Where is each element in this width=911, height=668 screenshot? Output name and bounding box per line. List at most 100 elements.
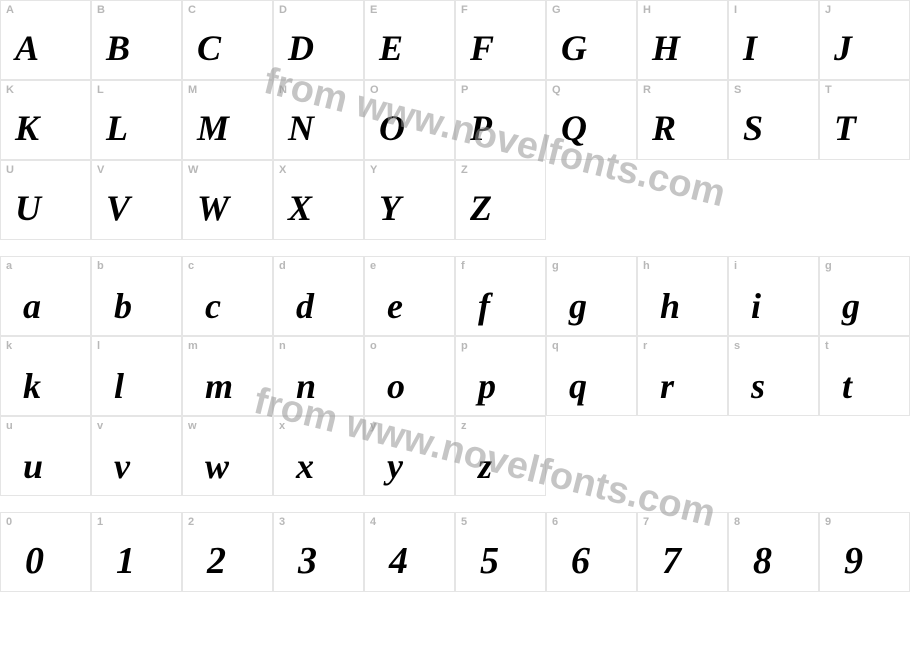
section-gap: [0, 240, 911, 256]
glyph-cell: DD: [273, 0, 364, 80]
glyph-cell: ff: [455, 256, 546, 336]
glyph-row-upper: AABBCCDDEEFFGGHHIIJJ: [0, 0, 911, 80]
glyph-cell: RR: [637, 80, 728, 160]
glyph-label: O: [370, 84, 379, 96]
glyph-cell: nn: [273, 336, 364, 416]
glyph-cell: XX: [273, 160, 364, 240]
glyph-display: C: [197, 27, 221, 69]
glyph-cell: uu: [0, 416, 91, 496]
glyph-cell: CC: [182, 0, 273, 80]
glyph-display: W: [197, 187, 229, 229]
glyph-label: i: [734, 260, 737, 272]
glyph-display: h: [660, 285, 680, 327]
glyph-display: 6: [571, 539, 590, 583]
glyph-label: 3: [279, 516, 285, 528]
glyph-cell: FF: [455, 0, 546, 80]
glyph-cell: BB: [91, 0, 182, 80]
glyph-display: R: [652, 107, 676, 149]
glyph-display: S: [743, 107, 763, 149]
glyph-cell: rr: [637, 336, 728, 416]
glyph-label: a: [6, 260, 12, 272]
glyph-display: x: [296, 445, 314, 487]
glyph-display: a: [23, 285, 41, 327]
glyph-display: D: [288, 27, 314, 69]
glyph-cell: 66: [546, 512, 637, 592]
glyph-cell: LL: [91, 80, 182, 160]
glyph-label: c: [188, 260, 194, 272]
glyph-cell: gg: [546, 256, 637, 336]
glyph-label: B: [97, 4, 105, 16]
glyph-display: 5: [480, 539, 499, 583]
glyph-cell: OO: [364, 80, 455, 160]
glyph-label: Y: [370, 164, 377, 176]
glyph-label: q: [552, 340, 559, 352]
glyph-display: k: [23, 365, 41, 407]
glyph-display: O: [379, 107, 405, 149]
glyph-label: b: [97, 260, 104, 272]
glyph-display: 1: [116, 539, 135, 583]
glyph-display: p: [478, 365, 496, 407]
glyph-display: P: [470, 107, 492, 149]
glyph-label: W: [188, 164, 198, 176]
glyph-label: m: [188, 340, 198, 352]
glyph-display: 0: [25, 539, 44, 583]
glyph-label: 9: [825, 516, 831, 528]
glyph-cell: 88: [728, 512, 819, 592]
glyph-label: 8: [734, 516, 740, 528]
glyph-cell: HH: [637, 0, 728, 80]
glyph-cell: ss: [728, 336, 819, 416]
glyph-label: 2: [188, 516, 194, 528]
section-gap: [0, 496, 911, 512]
glyph-display: o: [387, 365, 405, 407]
glyph-display: 9: [844, 539, 863, 583]
glyph-cell: ll: [91, 336, 182, 416]
glyph-cell: EE: [364, 0, 455, 80]
glyph-display: F: [470, 27, 494, 69]
glyph-display: c: [205, 285, 221, 327]
glyph-label: g: [825, 260, 832, 272]
glyph-display: J: [834, 27, 852, 69]
glyph-cell: WW: [182, 160, 273, 240]
glyph-cell: ii: [728, 256, 819, 336]
glyph-display: g: [842, 285, 860, 327]
glyph-label: s: [734, 340, 740, 352]
glyph-label: Q: [552, 84, 561, 96]
glyph-display: Q: [561, 107, 587, 149]
glyph-display: y: [387, 445, 403, 487]
glyph-cell: gg: [819, 256, 910, 336]
glyph-label: t: [825, 340, 829, 352]
glyph-cell: hh: [637, 256, 728, 336]
font-character-map: AABBCCDDEEFFGGHHIIJJKKLLMMNNOOPPQQRRSSTT…: [0, 0, 911, 592]
glyph-cell: qq: [546, 336, 637, 416]
glyph-display: f: [478, 285, 490, 327]
glyph-cell: xx: [273, 416, 364, 496]
glyph-display: U: [15, 187, 41, 229]
glyph-row-lower: kkllmmnnooppqqrrsstt: [0, 336, 911, 416]
glyph-label: U: [6, 164, 14, 176]
glyph-display: u: [23, 445, 43, 487]
glyph-display: 8: [753, 539, 772, 583]
glyph-display: Z: [470, 187, 492, 229]
glyph-label: D: [279, 4, 287, 16]
glyph-display: 4: [389, 539, 408, 583]
glyph-label: o: [370, 340, 377, 352]
glyph-cell: 44: [364, 512, 455, 592]
glyph-display: T: [834, 107, 856, 149]
glyph-display: b: [114, 285, 132, 327]
glyph-cell: 77: [637, 512, 728, 592]
glyph-display: g: [569, 285, 587, 327]
glyph-label: 5: [461, 516, 467, 528]
glyph-display: w: [205, 445, 229, 487]
glyph-display: 7: [662, 539, 681, 583]
glyph-display: t: [842, 365, 852, 407]
glyph-cell: II: [728, 0, 819, 80]
glyph-display: e: [387, 285, 403, 327]
glyph-cell: dd: [273, 256, 364, 336]
glyph-row-upper: KKLLMMNNOOPPQQRRSSTT: [0, 80, 911, 160]
glyph-cell: 99: [819, 512, 910, 592]
glyph-label: A: [6, 4, 14, 16]
glyph-cell: ee: [364, 256, 455, 336]
glyph-label: f: [461, 260, 465, 272]
glyph-cell: SS: [728, 80, 819, 160]
glyph-label: p: [461, 340, 468, 352]
